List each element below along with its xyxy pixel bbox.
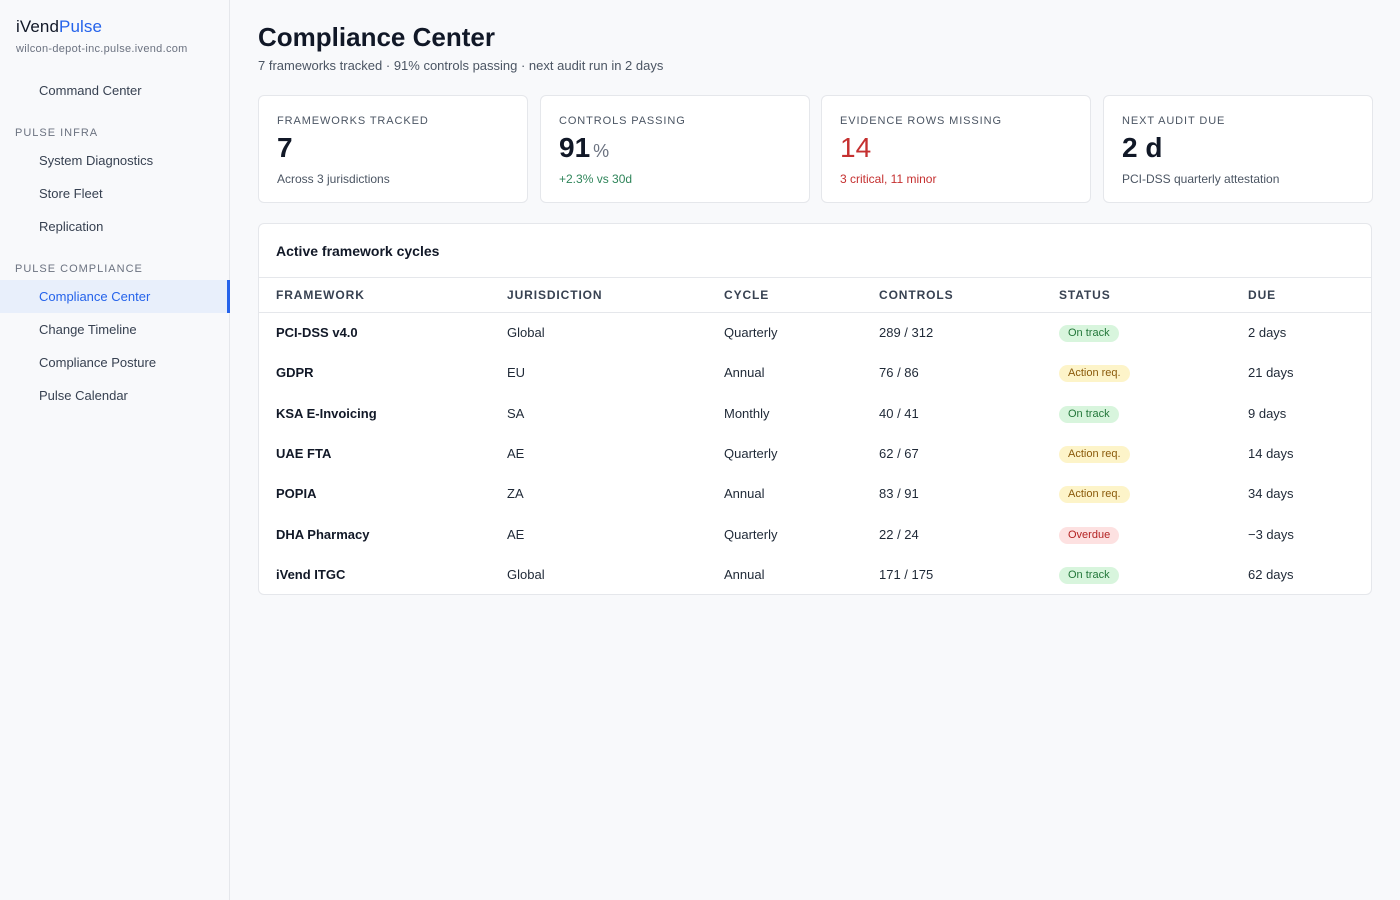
column-header-cycle[interactable]: CYCLE xyxy=(724,288,770,302)
table-row[interactable]: POPIA ZA Annual 83 / 91 34 days Action req. xyxy=(259,474,1371,514)
stat-card-value: 14 xyxy=(840,132,871,164)
sidebar: iVendPulse wilcon-depot-inc.pulse.ivend.… xyxy=(0,0,230,900)
cell-framework[interactable]: GDPR xyxy=(276,365,314,381)
cell-framework[interactable]: KSA E-Invoicing xyxy=(276,405,377,421)
column-header-due[interactable]: DUE xyxy=(1248,288,1277,302)
table-header-row: FRAMEWORK JURISDICTION CYCLE CONTROLS ST… xyxy=(259,278,1371,313)
sidebar-item-store-fleet[interactable]: Store Fleet xyxy=(39,186,103,201)
cell-jurisdiction: EU xyxy=(507,365,526,381)
cell-framework[interactable]: iVend ITGC xyxy=(276,566,346,582)
stat-card-value: 2 d xyxy=(1122,132,1162,164)
column-header-framework[interactable]: FRAMEWORK xyxy=(276,288,365,302)
sidebar-item-compliance-center[interactable]: Compliance Center xyxy=(0,280,230,313)
brand-logo[interactable]: iVendPulse xyxy=(16,17,102,37)
stat-card-number: 14 xyxy=(840,132,872,163)
cell-cycle: Monthly xyxy=(724,405,770,421)
status-badge: On track xyxy=(1059,325,1119,342)
stat-card-evidence-rows-missing: EVIDENCE ROWS MISSING 14 3 critical, 11 … xyxy=(821,95,1091,203)
sidebar-section-pulse-compliance: PULSE COMPLIANCE xyxy=(15,263,143,275)
cell-cycle: Quarterly xyxy=(724,445,778,461)
stat-card-next-audit-due: NEXT AUDIT DUE 2 d PCI-DSS quarterly att… xyxy=(1103,95,1373,203)
table-row[interactable]: DHA Pharmacy AE Quarterly 22 / 24 −3 days Ove… xyxy=(259,515,1371,555)
cell-controls: 76 / 86 xyxy=(879,365,919,381)
status-badge: Action req. xyxy=(1059,445,1130,463)
divider xyxy=(259,277,1371,278)
brand-name-prefix: iVend xyxy=(16,17,60,36)
stat-card-number: 91 xyxy=(559,132,591,163)
table-row[interactable]: UAE FTA AE Quarterly 62 / 67 14 days Action r… xyxy=(259,434,1371,474)
stat-card-controls-passing: CONTROLS PASSING 91% +2.3% vs 30d xyxy=(540,95,810,203)
cell-due: 62 days xyxy=(1248,566,1294,582)
sidebar-item-system-diagnostics[interactable]: System Diagnostics xyxy=(39,153,154,168)
cell-due: 2 days xyxy=(1248,325,1287,340)
sidebar-item-pulse-calendar[interactable]: Pulse Calendar xyxy=(39,388,128,403)
tenant-domain: wilcon-depot-inc.pulse.ivend.com xyxy=(16,43,188,55)
stat-card-caption: PCI-DSS quarterly attestation xyxy=(1122,172,1280,186)
cell-jurisdiction: Global xyxy=(507,566,545,582)
stat-card-caption: +2.3% vs 30d xyxy=(559,172,633,186)
stat-card-caption: 3 critical, 11 minor xyxy=(840,172,937,186)
sidebar-item-compliance-posture[interactable]: Compliance Posture xyxy=(39,355,157,370)
cell-framework[interactable]: PCI-DSS v4.0 xyxy=(276,325,358,340)
stat-card-frameworks-tracked: FRAMEWORKS TRACKED 7 Across 3 jurisdicti… xyxy=(258,95,528,203)
status-badge: On track xyxy=(1059,566,1119,584)
cell-controls: 289 / 312 xyxy=(879,325,934,340)
sidebar-item-change-timeline[interactable]: Change Timeline xyxy=(39,322,137,337)
cell-controls: 171 / 175 xyxy=(879,566,934,582)
sidebar-item-replication[interactable]: Replication xyxy=(39,219,104,234)
cell-controls: 22 / 24 xyxy=(879,526,919,542)
stat-card-unit: % xyxy=(593,141,610,161)
status-badge: Action req. xyxy=(1059,486,1130,504)
cell-controls: 62 / 67 xyxy=(879,445,919,461)
cell-jurisdiction: AE xyxy=(507,445,525,461)
cell-due: 14 days xyxy=(1248,445,1294,461)
stat-card-number: 7 xyxy=(277,132,293,163)
column-header-status[interactable]: STATUS xyxy=(1059,288,1111,302)
table-row[interactable]: GDPR EU Annual 76 / 86 21 days Action req. xyxy=(259,353,1371,393)
stat-card-label: FRAMEWORKS TRACKED xyxy=(277,115,429,127)
cell-due: 21 days xyxy=(1248,365,1294,381)
cell-cycle: Quarterly xyxy=(724,526,778,542)
cell-cycle: Quarterly xyxy=(724,325,778,340)
status-badge: On track xyxy=(1059,405,1119,423)
brand-name-accent: Pulse xyxy=(59,17,103,36)
page-title: Compliance Center xyxy=(258,22,495,52)
stat-card-label: CONTROLS PASSING xyxy=(559,115,686,127)
cell-due: 34 days xyxy=(1248,486,1294,502)
stat-card-label: EVIDENCE ROWS MISSING xyxy=(840,115,1002,127)
column-header-jurisdiction[interactable]: JURISDICTION xyxy=(507,288,603,302)
sidebar-item-command-center[interactable]: Command Center xyxy=(39,83,142,98)
table-row[interactable]: KSA E-Invoicing SA Monthly 40 / 41 9 days On … xyxy=(259,394,1371,434)
table-row[interactable]: PCI-DSS v4.0 Global Quarterly 289 / 312 2 da… xyxy=(259,313,1371,353)
column-header-controls[interactable]: CONTROLS xyxy=(879,288,954,302)
stat-card-label: NEXT AUDIT DUE xyxy=(1122,115,1226,127)
status-badge: Overdue xyxy=(1059,526,1120,544)
stat-card-value: 7 xyxy=(277,132,293,164)
cell-framework[interactable]: UAE FTA xyxy=(276,445,332,461)
cell-jurisdiction: Global xyxy=(507,325,545,340)
cell-framework[interactable]: DHA Pharmacy xyxy=(276,526,370,542)
framework-cycles-table: Active framework cycles FRAMEWORK JURISD… xyxy=(258,223,1372,595)
cell-due: −3 days xyxy=(1248,526,1294,542)
cell-jurisdiction: SA xyxy=(507,405,525,421)
table-title: Active framework cycles xyxy=(276,243,440,259)
cell-due: 9 days xyxy=(1248,405,1287,421)
stat-card-number: 2 d xyxy=(1122,132,1163,163)
status-badge: Action req. xyxy=(1059,365,1130,383)
cell-cycle: Annual xyxy=(724,486,765,502)
cell-controls: 83 / 91 xyxy=(879,486,919,502)
cell-cycle: Annual xyxy=(724,365,765,381)
cell-framework[interactable]: POPIA xyxy=(276,486,317,502)
stat-card-value: 91% xyxy=(559,132,609,164)
stat-card-caption: Across 3 jurisdictions xyxy=(277,172,390,186)
cell-jurisdiction: AE xyxy=(507,526,525,542)
page-subtitle: 7 frameworks tracked · 91% controls pass… xyxy=(258,58,664,73)
sidebar-section-pulse-infra: PULSE INFRA xyxy=(15,127,99,139)
table-row[interactable]: iVend ITGC Global Annual 171 / 175 62 days On… xyxy=(259,555,1371,595)
cell-jurisdiction: ZA xyxy=(507,486,524,502)
cell-cycle: Annual xyxy=(724,566,765,582)
cell-controls: 40 / 41 xyxy=(879,405,919,421)
